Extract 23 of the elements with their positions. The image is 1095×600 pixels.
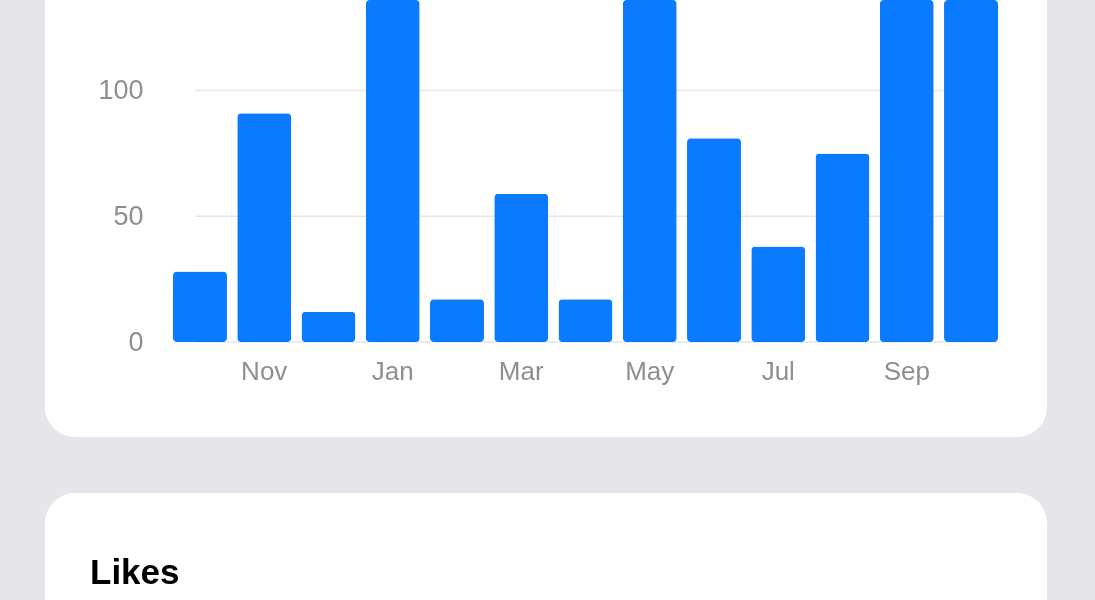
bar — [944, 0, 998, 342]
y-tick-label: 100 — [98, 75, 144, 106]
y-tick-label: 50 — [113, 200, 144, 231]
bar — [687, 138, 741, 342]
bar — [365, 0, 420, 342]
bar — [173, 271, 227, 342]
bar — [237, 113, 292, 342]
x-tick-label: Jan — [371, 355, 414, 386]
x-tick-label: May — [625, 355, 675, 386]
bar — [301, 311, 356, 342]
bar — [815, 153, 870, 342]
x-tick-label: Sep — [883, 355, 930, 386]
y-tick-label: 0 — [128, 326, 144, 357]
x-tick-label: Nov — [241, 355, 288, 386]
bar — [558, 299, 613, 342]
bar — [879, 0, 934, 342]
text: Likes — [90, 552, 180, 591]
x-tick-label: Jul — [761, 355, 795, 386]
bar — [622, 0, 677, 342]
x-tick-label: Mar — [498, 355, 544, 386]
bar — [494, 193, 549, 342]
bar — [430, 299, 484, 342]
bar — [751, 246, 806, 342]
